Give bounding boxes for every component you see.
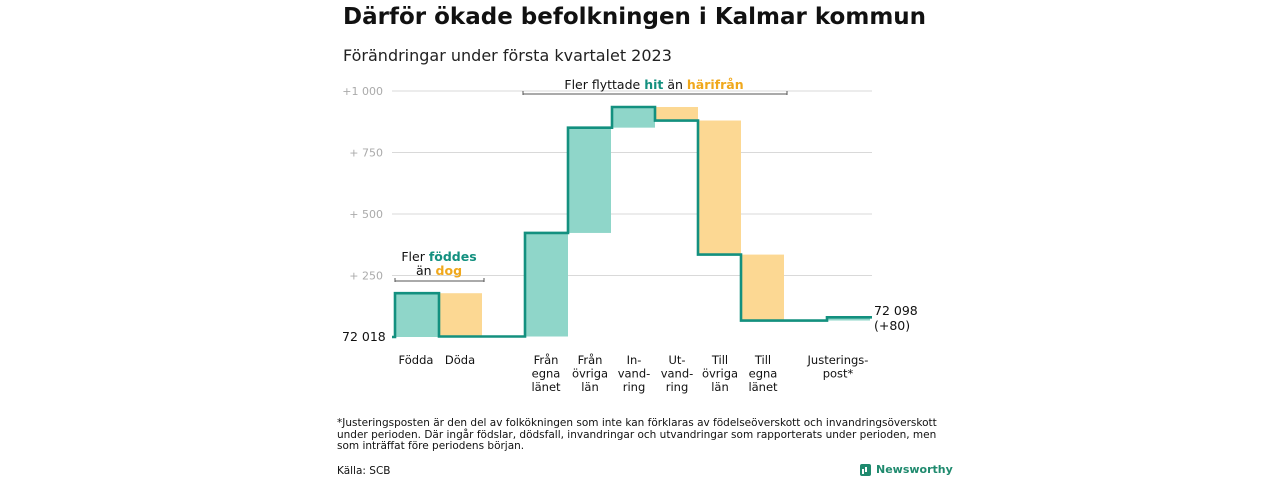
annotation-births-line2: än dog: [416, 263, 462, 278]
y-tick-label: + 750: [349, 147, 383, 160]
annotation-part: än: [663, 77, 687, 92]
annotation-part: föddes: [429, 249, 477, 264]
waterfall-bar: [568, 127, 611, 233]
category-label: In-: [627, 353, 642, 367]
waterfall-bar: [698, 120, 741, 255]
annotation-part: dog: [436, 263, 462, 278]
category-label: vand-: [618, 367, 651, 381]
category-label: Födda: [399, 353, 434, 367]
waterfall-bar: [612, 106, 655, 128]
category-label: vand-: [661, 367, 694, 381]
category-label: Ut-: [668, 353, 685, 367]
annotation-part: Fler flyttade: [564, 77, 644, 92]
annotation-part: Fler: [401, 249, 428, 264]
annotation-part: än: [416, 263, 436, 278]
end-change-label: (+80): [874, 318, 910, 333]
category-label: Till: [754, 353, 771, 367]
annotation-migration: Fler flyttade hit än härifrån: [564, 77, 743, 92]
brand-logo: Newsworthy: [860, 463, 953, 476]
category-label: Från: [578, 353, 603, 367]
waterfall-bar: [827, 317, 870, 321]
category-label: län: [581, 380, 599, 394]
category-label: Döda: [445, 353, 475, 367]
source-label: Källa: SCB: [337, 465, 391, 477]
y-tick-label: + 500: [349, 208, 383, 221]
waterfall-bar: [439, 293, 482, 337]
footnote: *Justeringsposten är den del av folkökni…: [337, 417, 937, 452]
category-label: Från: [534, 353, 559, 367]
annotation-part: härifrån: [687, 77, 744, 92]
category-label: län: [711, 380, 729, 394]
chart-subtitle: Förändringar under första kvartalet 2023: [343, 46, 672, 65]
category-label: post*: [823, 367, 854, 381]
y-tick-label: +1 000: [342, 85, 383, 98]
annotation-part: hit: [644, 77, 663, 92]
category-label: Till: [711, 353, 728, 367]
waterfall-bar: [741, 254, 784, 321]
chart-title: Därför ökade befolkningen i Kalmar kommu…: [343, 4, 927, 30]
annotation-births-line1: Fler föddes: [401, 249, 476, 264]
brand-name: Newsworthy: [876, 463, 953, 476]
waterfall-bar: [655, 106, 698, 121]
category-label: ring: [666, 380, 689, 394]
category-label: egna: [532, 367, 561, 381]
start-value-label: 72 018: [342, 329, 386, 344]
category-label: ring: [623, 380, 646, 394]
y-tick-label: + 250: [349, 270, 383, 283]
waterfall-bar: [395, 293, 438, 337]
newsworthy-logo-icon: [860, 463, 871, 476]
cumulative-step-line: [392, 105, 872, 339]
category-label: Justerings-: [807, 353, 869, 367]
category-label: länet: [531, 380, 561, 394]
category-label: egna: [749, 367, 778, 381]
end-value-label: 72 098: [874, 303, 918, 318]
category-label: övriga: [702, 367, 738, 381]
category-label: övriga: [572, 367, 608, 381]
waterfall-bar: [525, 232, 568, 337]
category-label: länet: [748, 380, 778, 394]
